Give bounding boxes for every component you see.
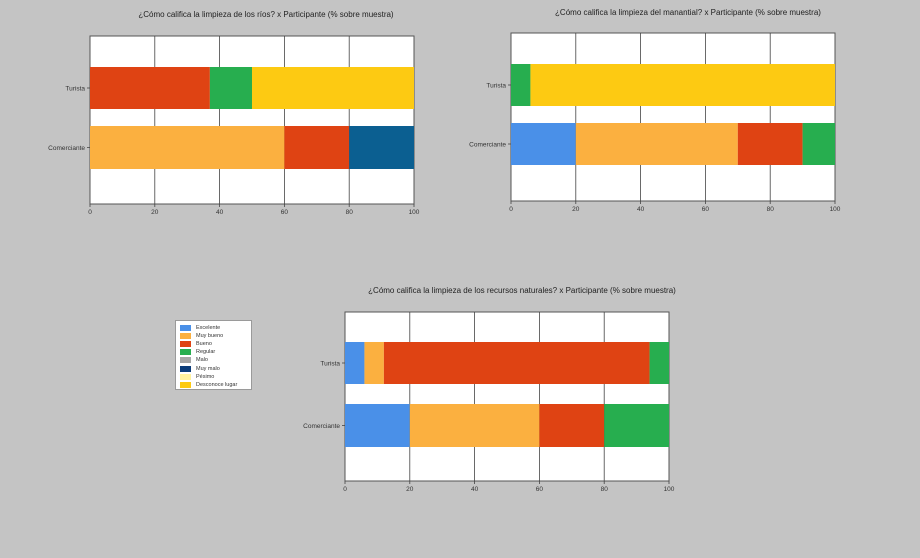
legend-item: Malo — [180, 356, 247, 364]
legend-label: Muy malo — [196, 365, 220, 372]
x-tick-label: 80 — [767, 206, 775, 213]
bar-segment-desconoce-lugar — [252, 67, 414, 109]
bar-segment-regular — [802, 123, 835, 165]
bar-segment-muy-bueno — [409, 404, 540, 447]
x-tick-label: 20 — [406, 486, 414, 493]
legend-item: Bueno — [180, 340, 247, 348]
chart-title: ¿Cómo califica la limpieza del manantial… — [555, 8, 821, 17]
legend-swatch — [180, 333, 191, 340]
x-tick-label: 100 — [409, 209, 420, 216]
category-label: Comerciante — [48, 145, 85, 152]
x-tick-label: 20 — [572, 206, 580, 213]
bar-segment-excelente — [345, 404, 410, 447]
category-label: Turista — [320, 361, 340, 368]
bar-segment-regular — [511, 64, 531, 106]
bar-segment-desconoce-lugar — [530, 64, 835, 106]
legend-item: Desconoce lugar — [180, 381, 247, 389]
bar-segment-excelente — [511, 123, 576, 165]
bar-segment-regular — [209, 67, 252, 109]
x-tick-label: 0 — [88, 209, 92, 216]
bar-segment-regular — [604, 404, 669, 447]
legend-item: Excelente — [180, 324, 247, 332]
legend-label: Malo — [196, 357, 208, 364]
bar-segment-bueno — [90, 67, 210, 109]
bar-segment-bueno — [284, 126, 350, 169]
plot-area — [344, 311, 670, 482]
x-tick-label: 40 — [216, 209, 224, 216]
chart-2: ¿Cómo califica la limpieza del manantial… — [469, 8, 841, 213]
x-tick-label: 60 — [702, 206, 710, 213]
x-tick-label: 80 — [601, 486, 609, 493]
legend-swatch — [180, 349, 191, 356]
chart-title: ¿Cómo califica la limpieza de los ríos? … — [138, 10, 394, 19]
category-label: Turista — [65, 86, 85, 93]
x-tick-label: 60 — [281, 209, 289, 216]
x-tick-label: 40 — [471, 486, 479, 493]
bar-segment-muy-bueno — [575, 123, 738, 165]
chart-3: ¿Cómo califica la limpieza de los recurs… — [303, 286, 676, 493]
legend-item: Muy malo — [180, 364, 247, 372]
legend-swatch — [180, 373, 191, 380]
legend-item: Muy bueno — [180, 332, 247, 340]
bar-segment-excelente — [345, 342, 365, 384]
legend-label: Desconoce lugar — [196, 381, 238, 388]
legend-swatch — [180, 357, 191, 364]
bar-segment-muy-malo — [349, 126, 414, 169]
legend-swatch — [180, 365, 191, 372]
x-tick-label: 100 — [830, 206, 841, 213]
legend-swatch — [180, 325, 191, 332]
x-tick-label: 100 — [664, 486, 675, 493]
legend-swatch — [180, 381, 191, 388]
x-tick-label: 0 — [509, 206, 513, 213]
chart-1: ¿Cómo califica la limpieza de los ríos? … — [48, 10, 420, 216]
chart-title: ¿Cómo califica la limpieza de los recurs… — [368, 286, 676, 295]
bar-segment-muy-bueno — [364, 342, 384, 384]
bar-segment-bueno — [383, 342, 650, 384]
bar-segment-regular — [649, 342, 669, 384]
plot-area — [510, 32, 836, 202]
legend-item: Regular — [180, 348, 247, 356]
x-tick-label: 0 — [343, 486, 347, 493]
category-label: Comerciante — [303, 423, 340, 430]
legend-item: Pésimo — [180, 373, 247, 381]
category-label: Turista — [486, 83, 506, 90]
plot-area — [89, 35, 415, 205]
legend-label: Regular — [196, 349, 216, 356]
category-label: Comerciante — [469, 142, 506, 149]
bar-segment-muy-bueno — [90, 126, 285, 169]
x-tick-label: 80 — [346, 209, 354, 216]
x-tick-label: 60 — [536, 486, 544, 493]
legend-swatch — [180, 341, 191, 348]
legend-label: Excelente — [196, 325, 221, 332]
legend-label: Bueno — [196, 341, 212, 348]
bar-segment-bueno — [539, 404, 605, 447]
legend-label: Pésimo — [196, 373, 215, 380]
x-tick-label: 20 — [151, 209, 159, 216]
legend-label: Muy bueno — [196, 333, 224, 340]
chart-legend: Excelente Muy bueno Bueno Regular Malo Muy ma… — [175, 320, 252, 390]
x-tick-label: 40 — [637, 206, 645, 213]
bar-segment-bueno — [737, 123, 803, 165]
